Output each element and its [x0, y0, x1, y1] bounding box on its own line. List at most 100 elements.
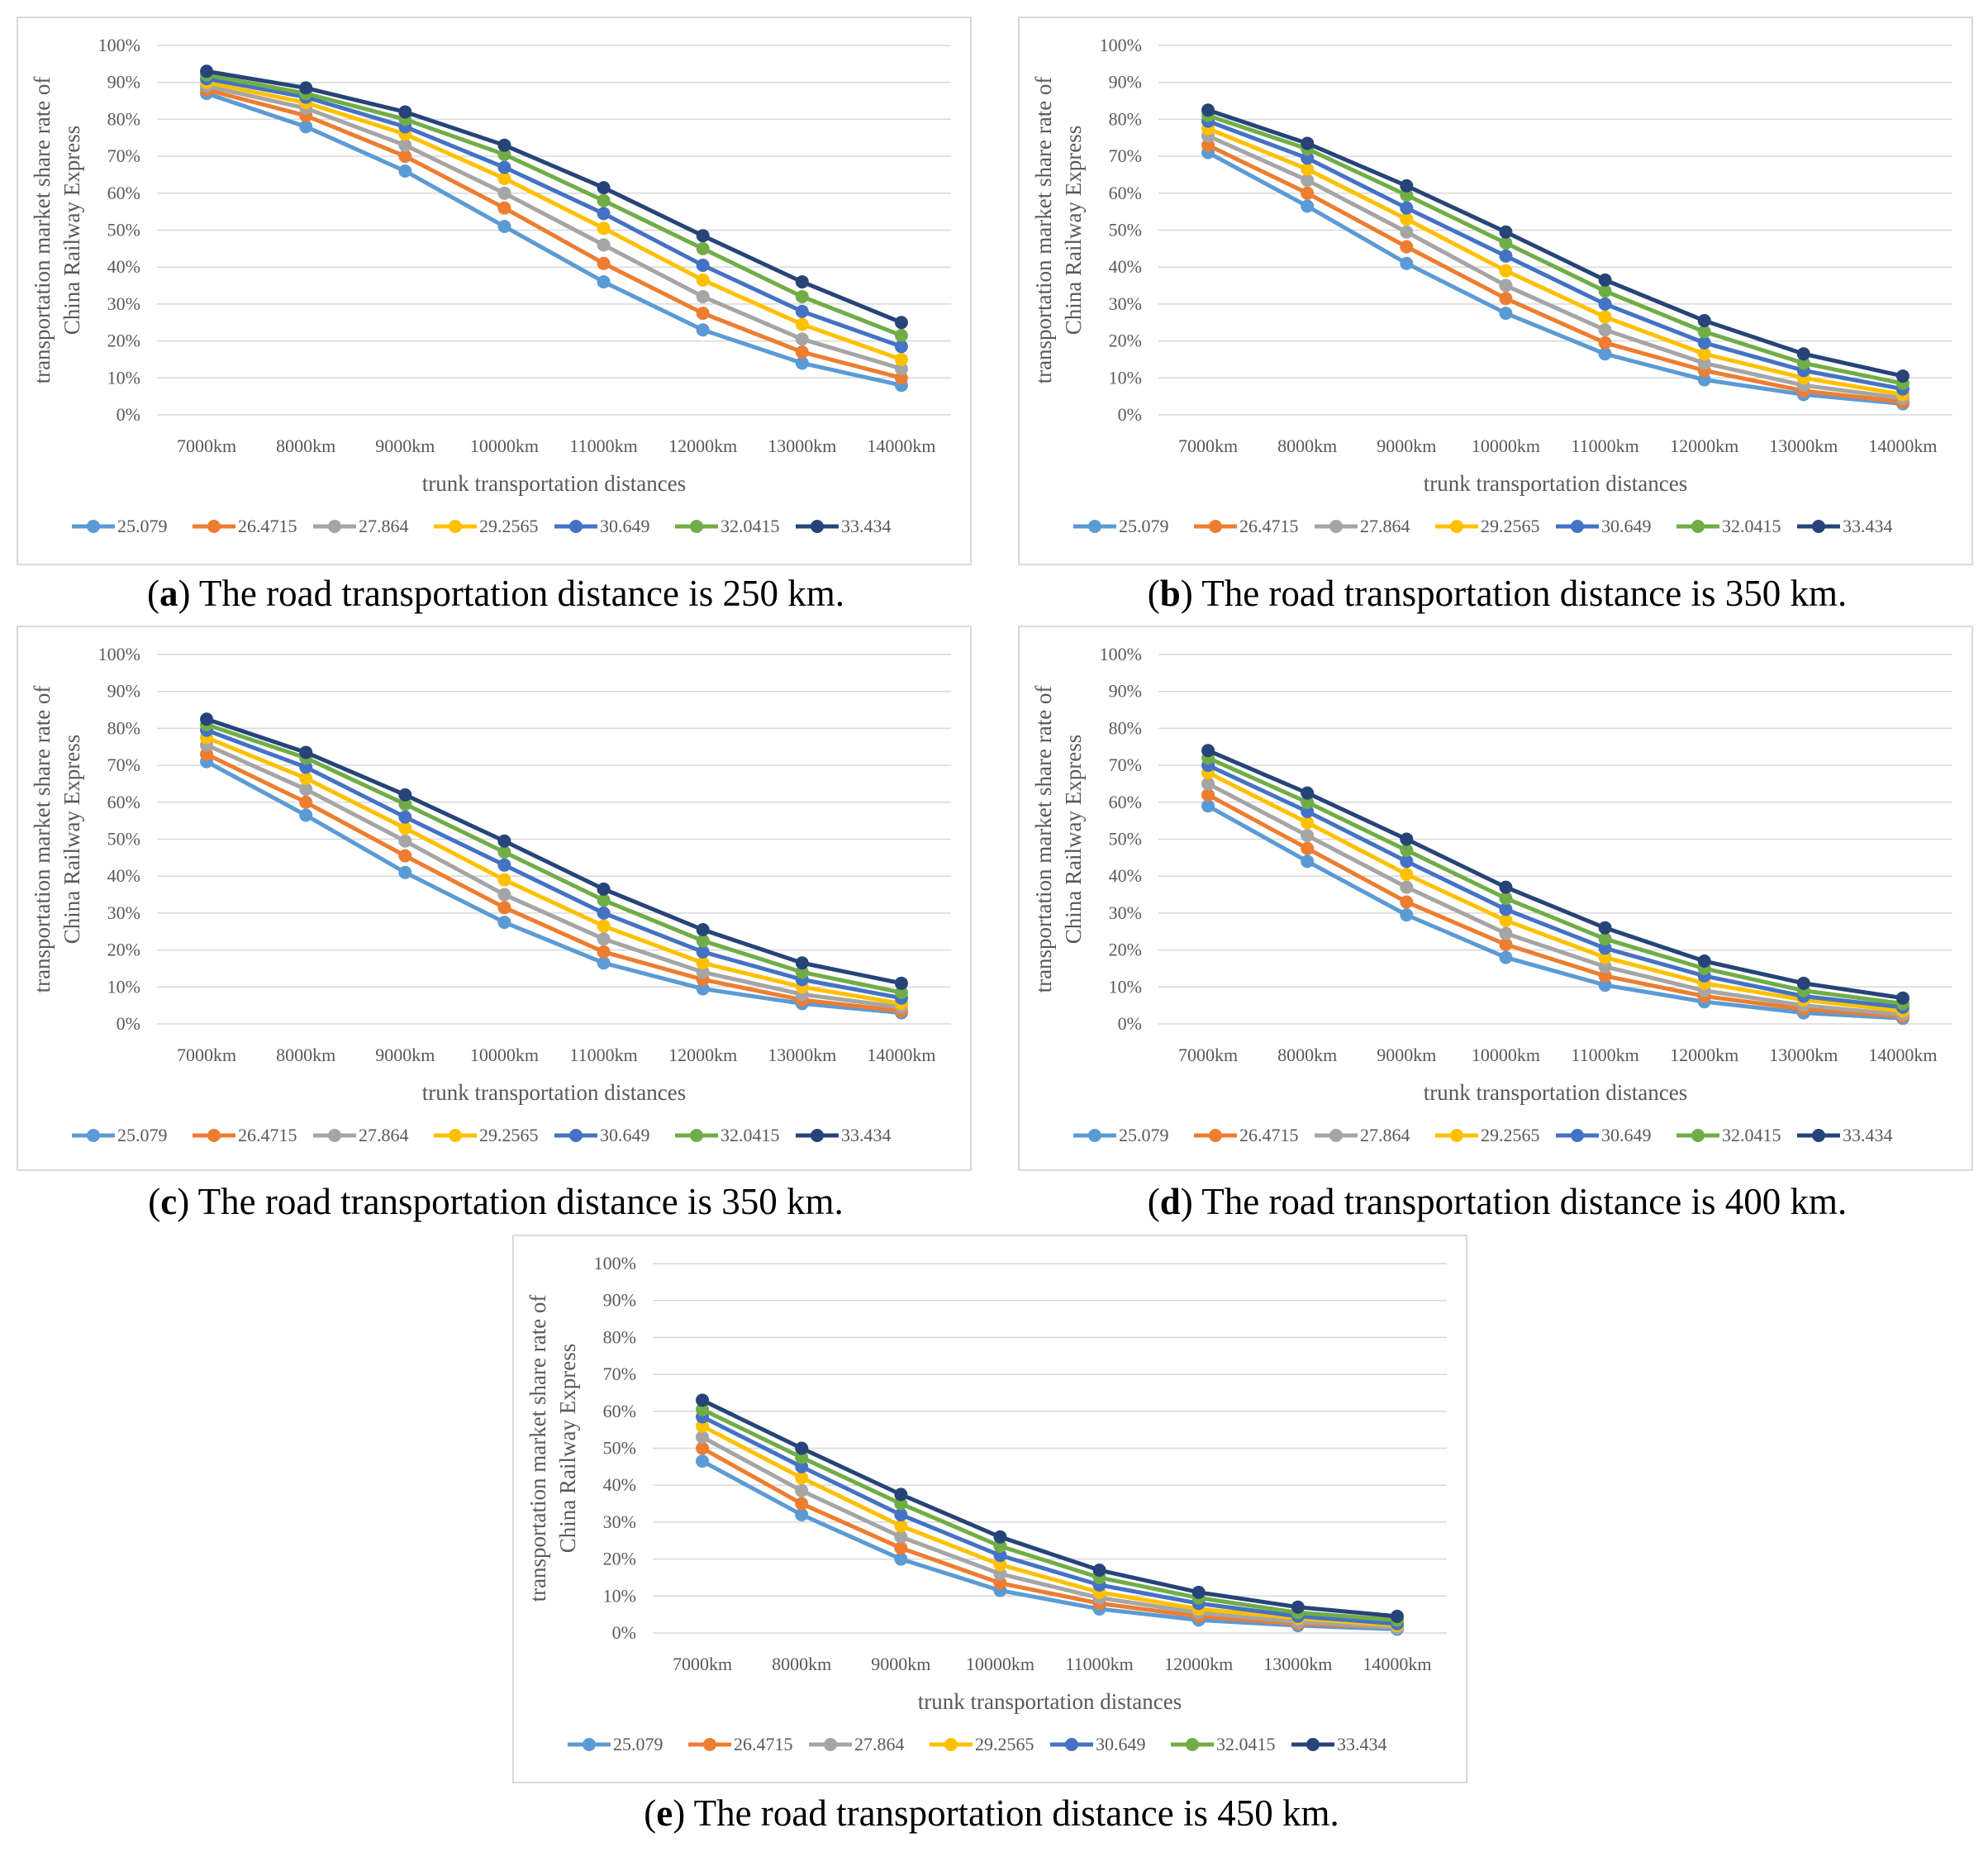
data-point-33.434 — [795, 956, 809, 970]
x-tick-label: 11000km — [1571, 1045, 1638, 1065]
x-tick-label: 10000km — [1472, 436, 1540, 456]
data-point-33.434 — [1895, 991, 1910, 1005]
x-tick-label: 13000km — [1769, 436, 1838, 456]
y-tick-label: 50% — [107, 829, 140, 850]
y-tick-label: 100% — [1100, 35, 1142, 55]
data-point-29.2565 — [696, 1419, 710, 1433]
data-point-27.864 — [1598, 959, 1612, 973]
legend-marker-25.079 — [87, 1129, 100, 1142]
data-point-29.2565 — [894, 1519, 908, 1533]
x-tick-label: 11000km — [1571, 436, 1638, 456]
data-point-29.2565 — [1400, 212, 1414, 226]
y-tick-label: 60% — [107, 183, 140, 203]
data-point-26.4715 — [1400, 895, 1414, 909]
series-line-27.864 — [700, 1435, 1400, 1630]
x-tick-label: 9000km — [1377, 1045, 1436, 1065]
legend-marker-29.2565 — [944, 1738, 958, 1751]
legend-label: 29.2565 — [479, 1125, 539, 1145]
series-line-33.434 — [1206, 748, 1905, 1001]
data-point-26.4715 — [1598, 336, 1612, 350]
data-point-33.434 — [1191, 1585, 1206, 1599]
x-tick-label: 14000km — [1868, 1045, 1937, 1065]
y-tick-label: 80% — [107, 108, 140, 129]
data-point-33.434 — [200, 64, 214, 79]
data-point-26.4715 — [1598, 969, 1612, 983]
data-point-25.079 — [1499, 307, 1513, 321]
data-point-26.4715 — [597, 945, 611, 959]
data-point-30.649 — [597, 207, 611, 221]
data-point-27.864 — [1499, 278, 1513, 293]
series-line-29.2565 — [700, 1424, 1400, 1628]
data-point-30.649 — [1400, 854, 1414, 869]
y-tick-label: 50% — [1109, 220, 1142, 240]
x-tick-label: 12000km — [1670, 1045, 1738, 1065]
data-point-30.649 — [696, 258, 710, 272]
series-line-26.4715 — [700, 1446, 1400, 1630]
series-line-30.649 — [1206, 763, 1905, 1010]
data-point-33.434 — [497, 138, 511, 152]
data-point-25.079 — [497, 220, 511, 234]
legend-marker-29.2565 — [449, 1129, 462, 1142]
data-point-27.864 — [1400, 225, 1414, 239]
y-tick-label: 80% — [107, 717, 140, 738]
data-point-32.0415 — [1301, 795, 1315, 809]
y-tick-label: 0% — [1118, 1013, 1142, 1034]
data-point-27.864 — [398, 138, 412, 152]
data-point-29.2565 — [497, 171, 511, 185]
legend-marker-32.0415 — [1691, 520, 1705, 533]
data-point-32.0415 — [597, 193, 611, 207]
data-point-26.4715 — [497, 901, 511, 915]
legend-marker-30.649 — [569, 1129, 583, 1142]
data-point-33.434 — [696, 229, 710, 243]
data-point-27.864 — [497, 888, 511, 902]
legend-label: 33.434 — [1337, 1734, 1387, 1754]
data-point-30.649 — [597, 906, 611, 920]
y-axis-title-line2: China Railway Express — [1061, 126, 1086, 335]
x-tick-label: 9000km — [871, 1654, 930, 1674]
series-line-32.0415 — [204, 73, 904, 338]
y-axis-title-line2: China Railway Express — [1061, 735, 1086, 944]
data-point-30.649 — [795, 304, 809, 318]
data-point-30.649 — [1499, 249, 1513, 263]
data-point-25.079 — [1598, 347, 1612, 361]
data-point-27.864 — [696, 1430, 710, 1445]
legend-label: 30.649 — [1601, 1125, 1652, 1145]
series-line-25.079 — [204, 91, 904, 388]
data-point-27.864 — [299, 783, 313, 797]
series-line-33.434 — [1206, 107, 1905, 378]
legend-marker-27.864 — [328, 1129, 341, 1142]
data-point-30.649 — [993, 1549, 1007, 1563]
data-point-27.864 — [1201, 777, 1215, 791]
data-point-33.434 — [1697, 314, 1711, 328]
legend-label: 30.649 — [1096, 1734, 1146, 1754]
y-tick-label: 100% — [98, 35, 140, 55]
y-tick-label: 40% — [603, 1474, 636, 1495]
data-point-26.4715 — [398, 150, 412, 164]
y-axis-title-line1: transportation market share rate of — [526, 1295, 550, 1602]
y-axis-title-line1: transportation market share rate of — [1031, 77, 1056, 384]
data-point-32.0415 — [398, 797, 412, 812]
data-point-33.434 — [1796, 976, 1810, 990]
legend-label: 26.4715 — [734, 1734, 793, 1754]
legend-label: 27.864 — [359, 1125, 409, 1145]
data-point-25.079 — [894, 1552, 908, 1566]
data-point-32.0415 — [497, 845, 511, 859]
legend-label: 25.079 — [1119, 516, 1169, 536]
x-tick-label: 12000km — [668, 1045, 737, 1065]
legend-label: 33.434 — [1843, 1125, 1893, 1145]
chart-frame — [1018, 626, 1973, 1171]
legend-marker-30.649 — [1571, 1129, 1584, 1142]
caption-b: (b) The road transportation distance is … — [1147, 573, 1848, 614]
data-point-32.0415 — [1697, 325, 1711, 339]
data-point-33.434 — [1400, 832, 1414, 846]
series-line-29.2565 — [1206, 770, 1905, 1013]
y-tick-label: 70% — [1109, 754, 1142, 775]
legend-marker-25.079 — [87, 520, 100, 533]
series-line-27.864 — [204, 83, 904, 371]
legend-marker-33.434 — [1306, 1738, 1320, 1751]
data-point-25.079 — [1400, 256, 1414, 270]
series-line-33.434 — [204, 69, 904, 325]
line-chart-b: 0% 10% 20% 30% 40% 50% 60% 70% 80% 90% 100% 7000km 8… — [1018, 17, 1973, 565]
series-line-25.079 — [700, 1459, 1400, 1632]
data-point-26.4715 — [696, 1441, 710, 1455]
